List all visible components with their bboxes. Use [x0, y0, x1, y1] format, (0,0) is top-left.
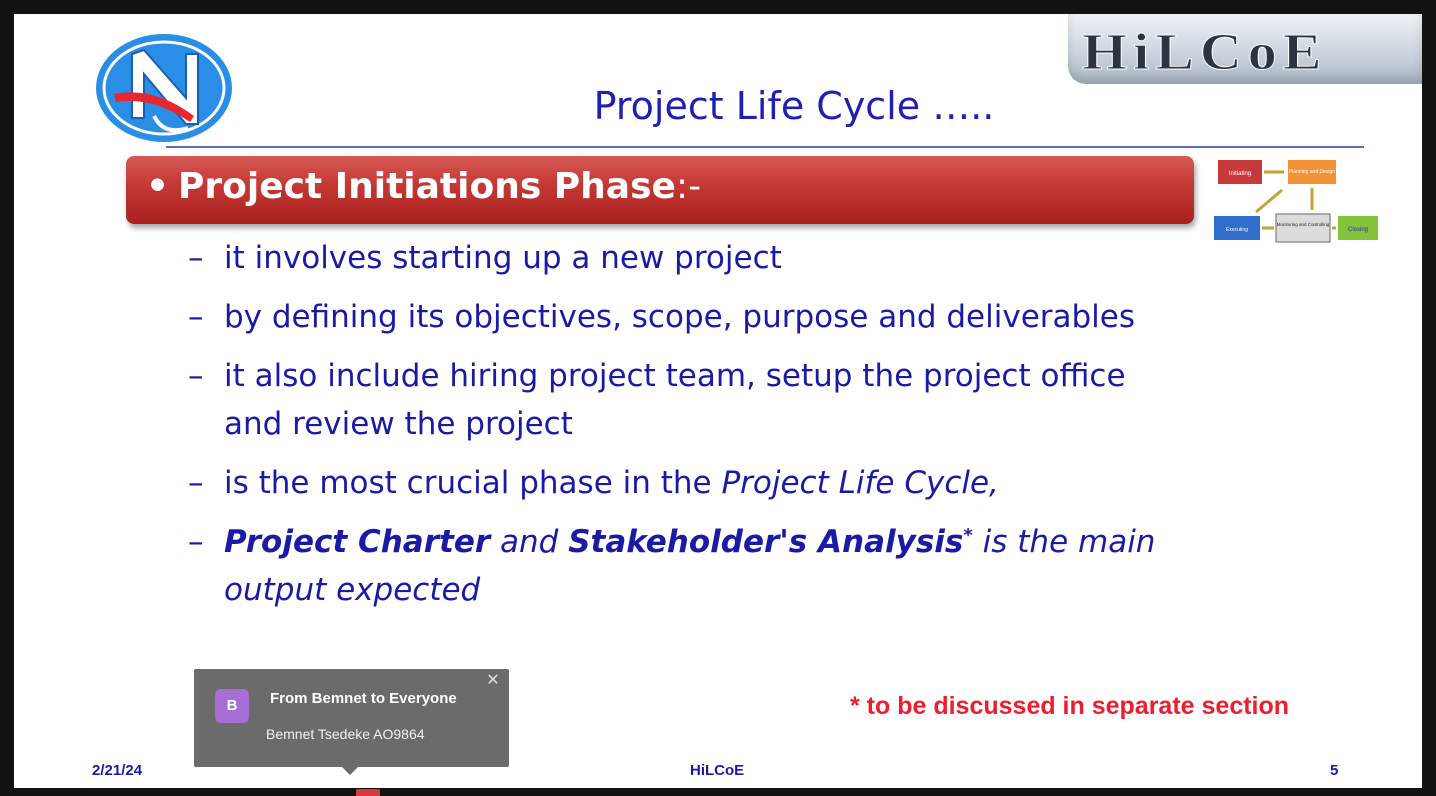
footnote-marker: *: [963, 525, 973, 546]
banner-heading-suffix: :-: [675, 166, 702, 207]
bullet-list: – it involves starting up a new project …: [188, 234, 1188, 625]
diagram-planning-label: Planning and Design: [1289, 169, 1335, 175]
chat-message: Bemnet Tsedeke AO9864: [266, 726, 425, 742]
bullet-dash: –: [188, 358, 204, 394]
bullet-bold-text: Stakeholder's Analysis: [568, 524, 964, 560]
bottom-toolbar-strip: [0, 788, 1436, 796]
footnote-note: * to be discussed in separate section: [850, 692, 1290, 720]
slide-title: Project Life Cycle …..: [593, 84, 995, 128]
presentation-slide: HiLCoE Project Life Cycle ….. • Project …: [14, 14, 1422, 788]
phase-diagram: Initiating Planning and Design Executing…: [1214, 160, 1378, 243]
chat-notification[interactable]: B From Bemnet to Everyone Bemnet Tsedeke…: [194, 669, 509, 775]
close-icon[interactable]: ✕: [486, 672, 500, 689]
bullet-bold-text: Project Charter: [224, 524, 491, 560]
institution-logo-icon: [96, 34, 232, 142]
banner-heading-text: Project Initiations Phase: [178, 166, 676, 207]
hilcoe-logo: HiLCoE: [1068, 14, 1422, 84]
diagram-closing-label: Closing: [1348, 227, 1368, 233]
bullet-text: by defining its objectives, scope, purpo…: [224, 299, 1136, 335]
bullet-item: – it involves starting up a new project: [188, 234, 1188, 282]
banner-heading: Project Initiations Phase:-: [178, 166, 701, 207]
bullet-text: it also include hiring project team, set…: [224, 358, 1126, 442]
bullet-item: – Project Charter and Stakeholder's Anal…: [188, 518, 1188, 614]
banner-bullet: •: [146, 166, 170, 207]
footer-date: 2/21/24: [92, 762, 143, 779]
title-divider: [166, 146, 1364, 148]
bullet-dash: –: [188, 524, 204, 560]
bullet-dash: –: [188, 240, 204, 276]
bullet-dash: –: [188, 299, 204, 335]
diagram-initiating-label: Initiating: [1229, 171, 1251, 177]
hilcoe-logo-text: HiLCoE: [1082, 22, 1328, 81]
diagram-executing-label: Executing: [1226, 227, 1248, 233]
bullet-item: – by defining its objectives, scope, pur…: [188, 293, 1188, 341]
bullet-italic-text: Project Life Cycle,: [721, 465, 999, 501]
footer-page-number: 5: [1330, 762, 1339, 779]
bullet-text: it involves starting up a new project: [224, 240, 782, 276]
chat-sender-title: From Bemnet to Everyone: [270, 690, 457, 707]
bullet-dash: –: [188, 465, 204, 501]
avatar: B: [215, 689, 249, 723]
phase-banner: • Project Initiations Phase:-: [126, 156, 1194, 224]
bullet-item: – is the most crucial phase in the Proje…: [188, 459, 1188, 507]
bullet-italic-text: is the main output expected: [224, 524, 1156, 608]
bullet-text: is the most crucial phase in the: [224, 465, 722, 501]
footer-center: HiLCoE: [690, 762, 745, 779]
recording-indicator-icon: [356, 789, 380, 796]
diagram-monitoring-label: Monitoring and Controlling: [1277, 222, 1330, 227]
bullet-item: – it also include hiring project team, s…: [188, 352, 1188, 448]
bullet-italic-text: and: [490, 524, 569, 560]
